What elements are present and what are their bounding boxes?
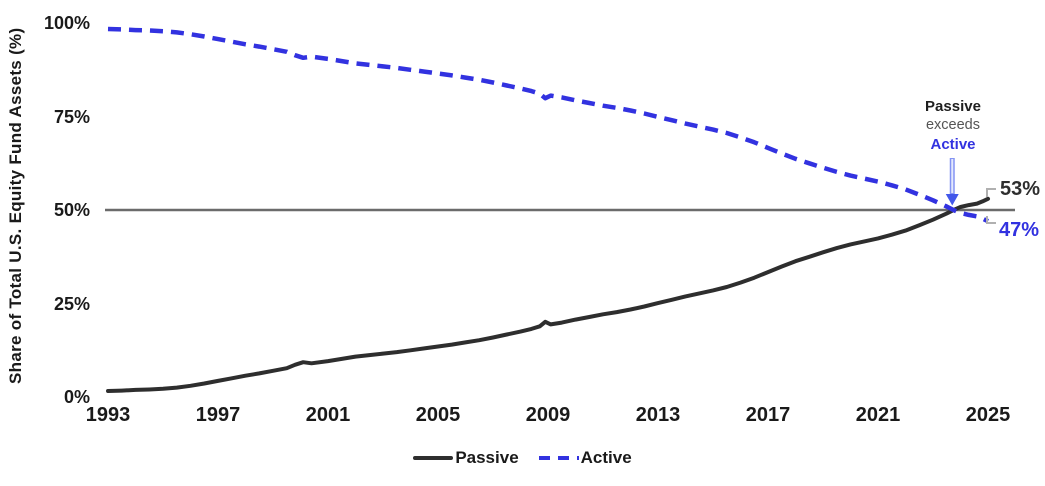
x-tick-label: 2001 <box>305 404 351 426</box>
crossover-arrow-head <box>945 194 959 206</box>
x-tick-label: 1993 <box>85 404 131 426</box>
legend-active-label: Active <box>580 448 632 467</box>
y-tick-label: 50% <box>53 200 90 220</box>
y-tick-label: 25% <box>53 293 90 314</box>
annotation-passive-text: Passive <box>925 98 981 115</box>
x-tick-label: 2005 <box>415 404 461 426</box>
annotation-exceeds-text: exceeds <box>925 117 980 133</box>
active-label-bracket <box>986 216 996 224</box>
x-tick-label: 2013 <box>635 404 681 426</box>
legend-passive-label: Passive <box>455 448 519 467</box>
x-tick-label: 2017 <box>745 404 791 426</box>
series-line-passive <box>106 196 990 393</box>
passive-end-value-label: 53% <box>1000 178 1041 200</box>
legend: Passive Active <box>0 446 1045 470</box>
annotation-active-text: Active <box>930 136 976 153</box>
x-tick-label: 1997 <box>195 404 241 426</box>
series-line-active <box>107 26 989 224</box>
y-tick-label: 0% <box>63 387 90 407</box>
x-tick-label: 2009 <box>525 404 571 426</box>
passive-label-bracket <box>986 188 996 197</box>
x-tick-label: 2021 <box>855 404 901 426</box>
crossover-annotation: Passive exceeds Active <box>908 97 998 154</box>
x-tick-label: 2025 <box>965 404 1011 426</box>
y-axis-title: Share of Total U.S. Equity Fund Assets (… <box>6 27 25 385</box>
legend-active-dash-swatch <box>538 455 579 461</box>
legend-passive-line-swatch <box>413 455 454 461</box>
active-end-value-label: 47% <box>999 219 1040 241</box>
y-tick-label: 100% <box>43 13 90 33</box>
y-tick-label: 75% <box>53 106 90 127</box>
